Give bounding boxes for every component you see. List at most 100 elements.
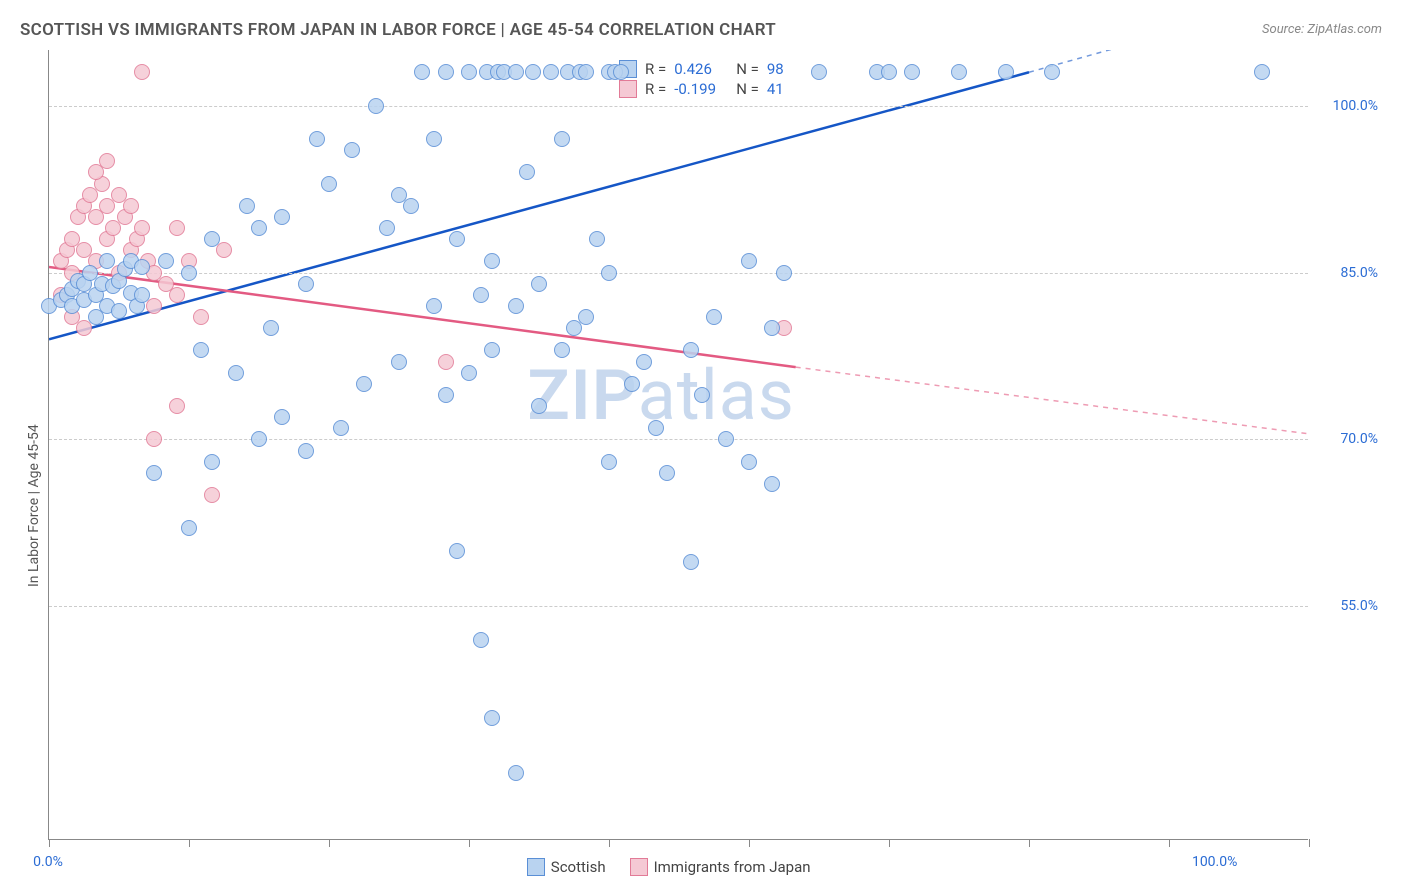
data-point [764,320,780,336]
legend-swatch [630,858,648,876]
legend-n-label: N = [736,80,759,98]
legend-swatch [619,80,637,98]
data-point [181,520,197,536]
data-point [204,231,220,247]
data-point [298,443,314,459]
data-point [438,387,454,403]
data-point [146,431,162,447]
data-point [146,465,162,481]
data-point [379,220,395,236]
data-point [554,131,570,147]
data-point [181,265,197,281]
data-point [134,64,150,80]
x-tick [609,839,610,847]
legend-swatch [527,858,545,876]
gridline [49,106,1308,107]
gridline [49,439,1308,440]
data-point [134,220,150,236]
data-point [228,365,244,381]
data-point [624,376,640,392]
data-point [531,276,547,292]
data-point [251,220,267,236]
data-point [741,253,757,269]
data-point [391,354,407,370]
data-point [356,376,372,392]
y-axis-title: In Labor Force | Age 45-54 [26,424,42,587]
gridline [49,606,1308,607]
data-point [659,465,675,481]
data-point [123,198,139,214]
legend-r-label: R = [645,60,666,78]
data-point [99,253,115,269]
data-point [158,253,174,269]
legend-r-value: 0.426 [674,60,728,78]
data-point [904,64,920,80]
data-point [1254,64,1270,80]
data-point [1044,64,1060,80]
data-point [636,354,652,370]
source-label: Source: ZipAtlas.com [1262,22,1382,37]
data-point [134,259,150,275]
data-point [274,409,290,425]
data-point [169,220,185,236]
data-point [239,198,255,214]
data-point [298,276,314,292]
legend-label: Scottish [551,858,606,876]
data-point [134,287,150,303]
data-point [309,131,325,147]
data-point [146,298,162,314]
data-point [99,153,115,169]
x-tick [1029,839,1030,847]
data-point [169,287,185,303]
data-point [543,64,559,80]
data-point [589,231,605,247]
legend-r-value: -0.199 [674,80,728,98]
data-point [578,64,594,80]
regression-line-extrapolated [796,367,1309,434]
data-point [461,64,477,80]
x-tick [469,839,470,847]
legend-item: Immigrants from Japan [630,858,811,876]
data-point [764,476,780,492]
x-tick-label: 100.0% [1192,854,1237,870]
data-point [449,543,465,559]
series-legend: Scottish Immigrants from Japan [527,858,811,876]
data-point [204,487,220,503]
data-point [881,64,897,80]
data-point [951,64,967,80]
data-point [449,231,465,247]
correlation-legend: R =0.426N =98R =-0.199N =41 [609,54,794,104]
data-point [438,64,454,80]
data-point [508,765,524,781]
data-point [251,431,267,447]
legend-correlation-row: R = -0.199 N = 41 [619,80,784,98]
data-point [694,387,710,403]
data-point [519,164,535,180]
data-point [473,632,489,648]
data-point [811,64,827,80]
regression-lines [49,50,1309,840]
gridline [49,273,1308,274]
data-point [368,98,384,114]
legend-r-label: R = [645,80,666,98]
data-point [473,287,489,303]
data-point [613,64,629,80]
data-point [111,303,127,319]
watermark-zip: ZIP [527,355,637,437]
data-point [484,710,500,726]
data-point [508,64,524,80]
x-tick [189,839,190,847]
data-point [333,420,349,436]
chart-title: SCOTTISH VS IMMIGRANTS FROM JAPAN IN LAB… [20,20,776,40]
legend-n-value: 41 [767,80,784,98]
data-point [718,431,734,447]
data-point [578,309,594,325]
data-point [274,209,290,225]
data-point [484,342,500,358]
data-point [706,309,722,325]
x-tick [1309,839,1310,847]
chart-plot-area: ZIPatlas R =0.426N =98R =-0.199N =41 100… [48,50,1308,840]
x-tick [889,839,890,847]
y-tick-label: 85.0% [1318,265,1378,281]
data-point [193,309,209,325]
